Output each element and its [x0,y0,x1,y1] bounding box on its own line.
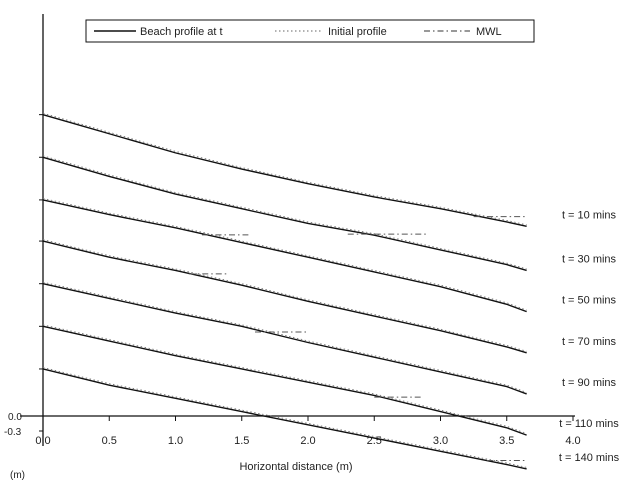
legend-label-initial-profile: Initial profile [328,26,387,38]
initial-profile-line [42,197,527,311]
x-axis-title: Horizontal distance (m) [239,461,352,473]
beach-profile-line [42,240,527,354]
y-tick-label: -0.3 [4,427,22,438]
series-time-label: t = 140 mins [559,452,620,464]
series-group [42,112,527,470]
x-tick-label: 1.0 [168,435,183,447]
beach-profile-line [42,199,527,313]
x-tick-label: 1.5 [234,435,249,447]
x-tick-label: 3.5 [499,435,514,447]
initial-profile-line [42,239,527,352]
legend: Beach profile at t Initial profile MWL [85,19,535,43]
series-time-label: t = 110 mins [559,418,619,430]
legend-box [85,19,535,43]
beach-profile-line [42,156,527,272]
initial-profile-line [42,367,527,468]
legend-label-beach-profile: Beach profile at t [140,26,223,38]
beach-profile-line [42,113,527,228]
initial-profile-line [42,112,527,226]
initial-profile-line [42,324,527,435]
x-tick-label: 0.5 [102,435,117,447]
time-labels-group: t = 10 mins t = 30 mins t = 50 mins t = 70 … [559,209,620,464]
initial-profile-line [42,155,527,270]
series-time-label: t = 50 mins [562,295,617,307]
initial-profile-line [42,281,527,393]
beach-profile-line [42,325,527,436]
series-time-label: t = 70 mins [562,336,617,348]
y-tick-label: 0.0 [8,412,22,423]
series-time-label: t = 10 mins [562,209,617,221]
x-tick-label: 3.0 [433,435,448,447]
y-axis-unit: (m) [10,470,25,481]
series-time-label: t = 90 mins [562,377,617,389]
series-time-label: t = 30 mins [562,253,617,265]
axes-group: 0.0-0.30.0 0.5 1.0 1.5 2.0 2.5 3.0 3.5 4.0Horizo… [4,14,581,481]
beach-profile-line [42,283,527,395]
x-tick-label: 2.0 [300,435,315,447]
x-tick-label: 0.0 [35,435,50,447]
x-tick-label: 4.0 [565,435,580,447]
beach-profile-line [42,368,527,470]
legend-label-mwl: MWL [476,26,502,38]
